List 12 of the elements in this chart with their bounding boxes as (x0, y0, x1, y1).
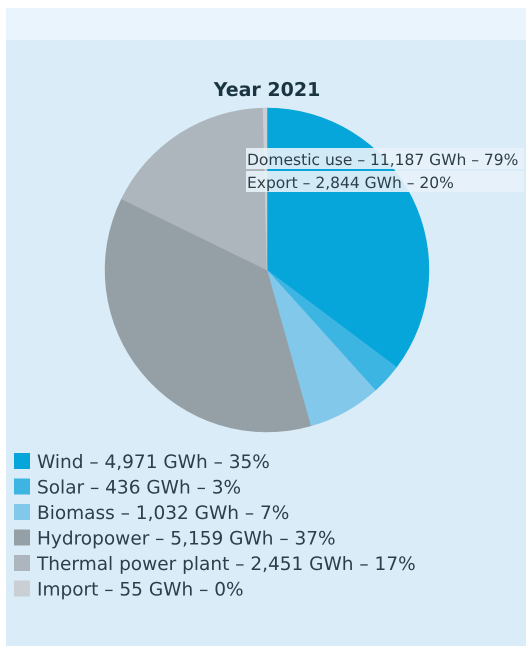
legend-label: Hydropower – 5,159 GWh – 37% (37, 528, 336, 550)
legend-label: Solar – 436 GWh – 3% (37, 478, 242, 498)
legend-label: Biomass – 1,032 GWh – 7% (37, 503, 290, 524)
legend-label: Import – 55 GWh – 0% (37, 580, 244, 600)
pie-slice (266, 270, 397, 391)
pie-slice (105, 198, 311, 432)
chart-title: Year 2021 (212, 79, 320, 101)
legend-label: Thermal power plant – 2,451 GWh – 17% (36, 554, 416, 575)
text: Export – 2,844 GWh – 20% (247, 174, 454, 192)
text: Domestic use – 11,187 GWh – 79% (247, 151, 518, 169)
legend-label: Wind – 4,971 GWh – 35% (37, 452, 270, 473)
pie-slice (266, 270, 376, 426)
